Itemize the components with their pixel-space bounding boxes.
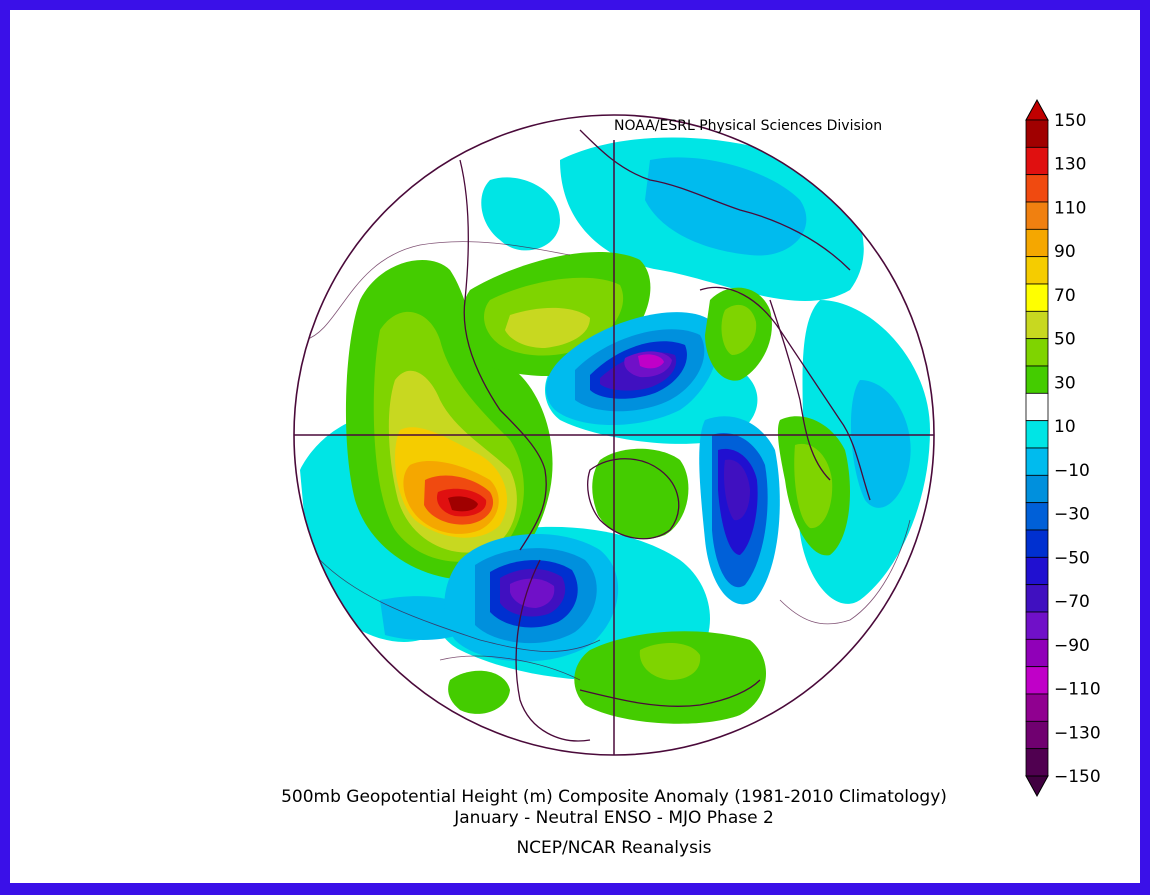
colorbar-tick-label: 110 <box>1054 198 1086 218</box>
colorbar-tick-label: 50 <box>1054 330 1076 350</box>
colorbar-tick-label: 70 <box>1054 286 1076 306</box>
colorbar-tick-label: 130 <box>1054 155 1086 175</box>
colorbar-swatch <box>1025 310 1049 340</box>
colorbar-swatch <box>1025 283 1049 312</box>
east-asia-ridge <box>705 287 772 381</box>
colorbar-swatch <box>1025 720 1049 750</box>
title-line-1: 500mb Geopotential Height (m) Composite … <box>281 787 947 807</box>
colorbar-min-arrow <box>1025 775 1049 798</box>
colorbar-tick-label: −10 <box>1054 461 1090 481</box>
map-boundary <box>293 114 935 756</box>
colorbar-tick-label: 10 <box>1054 417 1076 437</box>
colorbar-swatch <box>1025 556 1049 586</box>
colorbar-swatch <box>1025 201 1049 230</box>
colorbar-tick-label: −50 <box>1054 548 1090 568</box>
greenland-ridge <box>592 448 689 539</box>
colorbar-swatch <box>1025 693 1049 722</box>
title-line-2: January - Neutral ENSO - MJO Phase 2 <box>454 808 774 828</box>
colorbar-tick-label: −130 <box>1054 723 1101 743</box>
credit-label: NCEP/NCAR Reanalysis <box>516 838 712 858</box>
colorbar-swatch <box>1025 611 1049 640</box>
colorbar-tick-label: −30 <box>1054 505 1090 525</box>
colorbar-labels: 150 130 110 90 70 50 30 10 −10 −30 −50 −70 −90 −110 −1… <box>1054 111 1101 787</box>
colorbar-max-arrow <box>1025 98 1049 121</box>
colorbar-swatch <box>1025 256 1049 285</box>
colorbar-swatch <box>1025 338 1049 367</box>
contour-lines <box>304 241 911 681</box>
colorbar-tick-label: −70 <box>1054 592 1090 612</box>
colorbar-swatch <box>1025 447 1049 476</box>
colorbar-swatch <box>1025 420 1049 449</box>
colorbar-tick-label: 90 <box>1054 242 1076 262</box>
colorbar-swatch <box>1025 228 1049 258</box>
colorbar-tick-label: −150 <box>1054 767 1101 787</box>
colorbar-swatch <box>1025 666 1049 695</box>
colorbar-tick-label: −110 <box>1054 680 1101 700</box>
colorbar-swatch <box>1025 365 1049 394</box>
europe-trough <box>699 416 780 605</box>
colorbar-swatch <box>1025 146 1049 176</box>
north-pacific-ridge <box>345 260 553 580</box>
gulf-of-alaska-trough <box>444 533 619 662</box>
colorbar-swatch <box>1025 748 1049 777</box>
barents-trough <box>545 312 719 425</box>
colorbar-swatch <box>1025 474 1049 504</box>
colorbar-swatch <box>1025 174 1049 203</box>
colorbar-tick-label: 150 <box>1054 111 1086 131</box>
colorbar-swatch <box>1025 529 1049 558</box>
source-label: NOAA/ESRL Physical Sciences Division <box>614 118 883 134</box>
colorbar-swatches <box>1025 98 1049 798</box>
colorbar-tick-label: 30 <box>1054 373 1076 393</box>
western-atlantic-ridge <box>777 416 850 556</box>
colorbar-swatch <box>1025 392 1049 422</box>
colorbar-swatch <box>1025 584 1049 613</box>
colorbar-swatch <box>1025 119 1049 148</box>
colorbar-tick-label: −90 <box>1054 636 1090 656</box>
colorbar-swatch <box>1025 638 1049 668</box>
colorbar-swatch <box>1025 502 1049 531</box>
